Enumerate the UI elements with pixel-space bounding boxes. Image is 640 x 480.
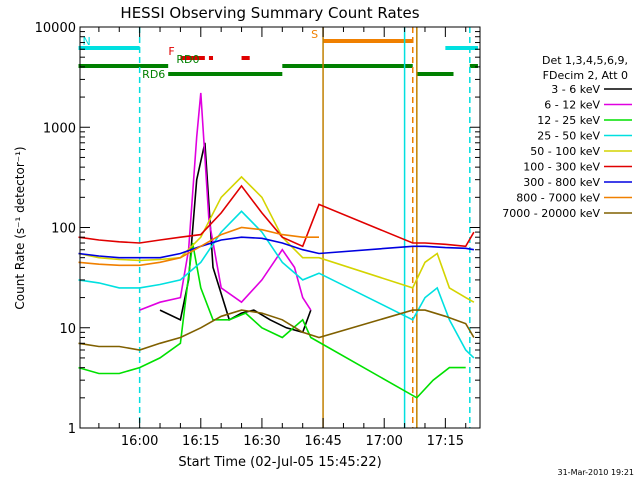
flag-label-n: N bbox=[83, 35, 91, 48]
series-line bbox=[78, 184, 475, 248]
legend-label: 300 - 800 keV bbox=[523, 176, 600, 189]
series-line bbox=[78, 309, 475, 351]
legend-label: 7000 - 20000 keV bbox=[502, 207, 600, 220]
series-line bbox=[78, 236, 475, 259]
y-tick-label: 1000 bbox=[43, 121, 76, 136]
y-axis-label: Count Rate (s⁻¹ detector⁻¹) bbox=[13, 146, 27, 309]
axes: 1 10 100 1000 10000 16:00 16:15 16:30 16:45 17:00… bbox=[35, 21, 481, 449]
footer-date: 31-Mar-2010 19:21 bbox=[558, 468, 635, 477]
legend-label: 25 - 50 keV bbox=[537, 130, 600, 143]
flag-label-rd0: RD0 bbox=[176, 53, 199, 66]
y-tick-label: 10000 bbox=[35, 21, 76, 36]
y-tick-label: 10 bbox=[59, 322, 76, 337]
legend-label: 6 - 12 keV bbox=[544, 99, 600, 112]
series-lines bbox=[78, 92, 475, 399]
flag-label-rd6: RD6 bbox=[142, 68, 165, 81]
series-line bbox=[78, 210, 475, 359]
flag-label-f: F bbox=[168, 45, 174, 58]
time-markers bbox=[138, 27, 471, 428]
x-tick-label: 17:00 bbox=[365, 434, 402, 449]
legend-title-1: Det 1,3,4,5,6,9, bbox=[542, 54, 628, 67]
y-tick-label: 1 bbox=[68, 422, 76, 437]
legend-label: 50 - 100 keV bbox=[530, 145, 600, 158]
series-line bbox=[139, 92, 312, 311]
series-line bbox=[78, 226, 319, 267]
legend: 3 - 6 keV 6 - 12 keV 12 - 25 keV 25 - 50 ke… bbox=[502, 83, 632, 220]
series-line bbox=[78, 175, 475, 303]
legend-label: 800 - 7000 keV bbox=[516, 192, 600, 205]
legend-label: 12 - 25 keV bbox=[537, 114, 600, 127]
legend-title-2: FDecim 2, Att 0 bbox=[543, 69, 628, 82]
y-tick-label: 100 bbox=[51, 222, 76, 237]
legend-label: 100 - 300 keV bbox=[523, 161, 600, 174]
x-tick-label: 16:45 bbox=[304, 434, 341, 449]
flag-label-s: S bbox=[311, 28, 318, 41]
series-line bbox=[78, 242, 466, 399]
x-tick-label: 16:30 bbox=[243, 434, 280, 449]
x-axis-label: Start Time (02-Jul-05 15:45:22) bbox=[178, 455, 381, 470]
x-tick-label: 16:15 bbox=[182, 434, 219, 449]
legend-label: 3 - 6 keV bbox=[551, 83, 600, 96]
chart-title: HESSI Observing Summary Count Rates bbox=[120, 4, 419, 22]
x-tick-label: 17:15 bbox=[427, 434, 464, 449]
x-tick-label: 16:00 bbox=[121, 434, 158, 449]
